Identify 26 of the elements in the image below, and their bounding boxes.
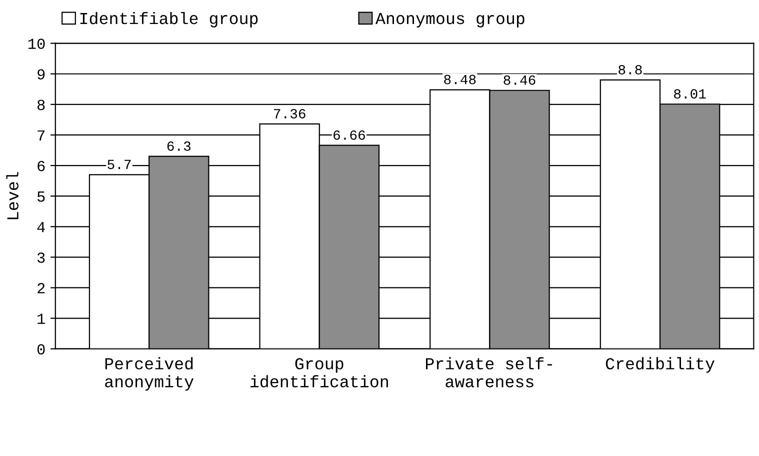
y-axis-title: Level <box>6 172 18 220</box>
data-label: 5.7 <box>108 160 131 170</box>
y-tick-label: 3 <box>37 252 45 263</box>
data-label: 8.46 <box>504 75 536 85</box>
x-tick-label: Private self- awareness <box>426 357 552 388</box>
data-label: 8.48 <box>444 74 476 84</box>
y-tick-label: 8 <box>38 100 45 110</box>
data-label: 7.36 <box>274 109 306 118</box>
legend-label: Identifiable group <box>80 12 258 28</box>
y-tick-label: 1 <box>38 314 45 324</box>
y-tick-label: 9 <box>38 69 45 80</box>
y-tick-label: 0 <box>37 344 45 355</box>
y-tick-label: 2 <box>38 283 45 294</box>
data-label: 8.8 <box>618 65 642 74</box>
x-tick-label: Credibility <box>606 357 714 373</box>
y-tick-label: 7 <box>38 130 44 141</box>
data-label: 6.3 <box>167 141 190 151</box>
y-tick-label: 10 <box>28 38 45 50</box>
data-label: 8.01 <box>674 89 706 99</box>
x-tick-label: Perceived anonymity <box>105 357 194 391</box>
y-tick-label: 5 <box>37 192 45 202</box>
legend-label: Anonymous group <box>375 13 524 28</box>
data-label: 6.66 <box>334 130 365 140</box>
y-tick-label: 6 <box>38 160 45 172</box>
y-tick-label: 4 <box>37 222 45 232</box>
x-tick-label: Group identification <box>250 358 388 388</box>
